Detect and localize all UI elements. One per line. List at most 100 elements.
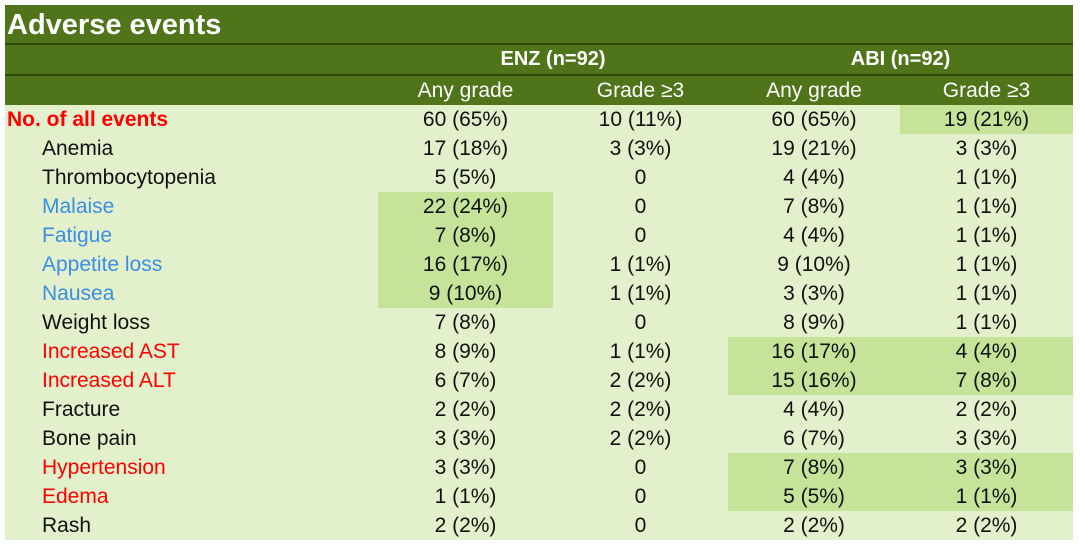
cell-abi-grade3: 4 (4%): [900, 337, 1073, 366]
cell-abi-grade3: 2 (2%): [900, 395, 1073, 424]
cell-abi-grade3: 1 (1%): [900, 250, 1073, 279]
cell-abi-any: 4 (4%): [728, 395, 900, 424]
table-row: Fatigue 7 (8%) 0 4 (4%) 1 (1%): [5, 221, 1073, 250]
subheader-abi-any: Any grade: [728, 75, 900, 105]
cell-enz-any: 17 (18%): [378, 134, 553, 163]
subheader-enz-grade3: Grade ≥3: [553, 75, 728, 105]
cell-enz-grade3: 0: [553, 308, 728, 337]
cell-enz-any: 16 (17%): [378, 250, 553, 279]
cell-abi-any: 2 (2%): [728, 511, 900, 540]
table-row: Bone pain 3 (3%) 2 (2%) 6 (7%) 3 (3%): [5, 424, 1073, 453]
empty-header-cell: [5, 45, 378, 76]
cell-abi-any: 9 (10%): [728, 250, 900, 279]
cell-enz-any: 2 (2%): [378, 511, 553, 540]
cell-abi-grade3: 3 (3%): [900, 453, 1073, 482]
group-header-abi: ABI (n=92): [728, 45, 1073, 76]
cell-enz-grade3: 0: [553, 163, 728, 192]
cell-enz-grade3: 1 (1%): [553, 250, 728, 279]
cell-enz-grade3: 2 (2%): [553, 366, 728, 395]
cell-enz-grade3: 1 (1%): [553, 279, 728, 308]
cell-enz-any: 7 (8%): [378, 221, 553, 250]
cell-enz-grade3: 2 (2%): [553, 395, 728, 424]
row-label: Fatigue: [5, 221, 378, 250]
row-label: Increased ALT: [5, 366, 378, 395]
cell-abi-any: 4 (4%): [728, 163, 900, 192]
table-row: Thrombocytopenia 5 (5%) 0 4 (4%) 1 (1%): [5, 163, 1073, 192]
cell-abi-any: 7 (8%): [728, 192, 900, 221]
table-title: Adverse events: [5, 5, 1073, 45]
row-label: Rash: [5, 511, 378, 540]
cell-enz-grade3: 2 (2%): [553, 424, 728, 453]
cell-abi-grade3: 2 (2%): [900, 511, 1073, 540]
cell-abi-any: 8 (9%): [728, 308, 900, 337]
cell-enz-any: 9 (10%): [378, 279, 553, 308]
cell-enz-grade3: 0: [553, 192, 728, 221]
cell-enz-any: 2 (2%): [378, 395, 553, 424]
group-header-row: ENZ (n=92) ABI (n=92): [5, 45, 1073, 76]
table-row: Rash 2 (2%) 0 2 (2%) 2 (2%): [5, 511, 1073, 540]
cell-abi-any: 15 (16%): [728, 366, 900, 395]
cell-enz-grade3: 0: [553, 221, 728, 250]
cell-enz-grade3: 0: [553, 511, 728, 540]
cell-abi-grade3: 1 (1%): [900, 279, 1073, 308]
cell-enz-grade3: 0: [553, 453, 728, 482]
table-row: Nausea 9 (10%) 1 (1%) 3 (3%) 1 (1%): [5, 279, 1073, 308]
row-label: Nausea: [5, 279, 378, 308]
table-row: Weight loss 7 (8%) 0 8 (9%) 1 (1%): [5, 308, 1073, 337]
row-label: Hypertension: [5, 453, 378, 482]
table-row: No. of all events 60 (65%) 10 (11%) 60 (65%…: [5, 105, 1073, 134]
row-label: Increased AST: [5, 337, 378, 366]
cell-abi-grade3: 3 (3%): [900, 424, 1073, 453]
cell-enz-any: 5 (5%): [378, 163, 553, 192]
cell-enz-any: 1 (1%): [378, 482, 553, 511]
cell-abi-any: 3 (3%): [728, 279, 900, 308]
table-row: Malaise 22 (24%) 0 7 (8%) 1 (1%): [5, 192, 1073, 221]
cell-abi-any: 6 (7%): [728, 424, 900, 453]
row-label: Fracture: [5, 395, 378, 424]
group-header-enz: ENZ (n=92): [378, 45, 728, 76]
cell-enz-grade3: 10 (11%): [553, 105, 728, 134]
empty-header-cell: [5, 75, 378, 105]
cell-abi-grade3: 1 (1%): [900, 221, 1073, 250]
adverse-events-table-slide: Adverse events ENZ (n=92) ABI (n=92) Any…: [5, 5, 1073, 540]
row-label: Malaise: [5, 192, 378, 221]
cell-enz-any: 3 (3%): [378, 424, 553, 453]
table-row: Fracture 2 (2%) 2 (2%) 4 (4%) 2 (2%): [5, 395, 1073, 424]
row-label: Weight loss: [5, 308, 378, 337]
subheader-row: Any grade Grade ≥3 Any grade Grade ≥3: [5, 75, 1073, 105]
row-label: Thrombocytopenia: [5, 163, 378, 192]
cell-abi-grade3: 7 (8%): [900, 366, 1073, 395]
adverse-events-table: ENZ (n=92) ABI (n=92) Any grade Grade ≥3…: [5, 45, 1073, 540]
cell-enz-any: 60 (65%): [378, 105, 553, 134]
cell-abi-any: 16 (17%): [728, 337, 900, 366]
subheader-enz-any: Any grade: [378, 75, 553, 105]
cell-abi-grade3: 1 (1%): [900, 163, 1073, 192]
cell-enz-grade3: 3 (3%): [553, 134, 728, 163]
table-row: Hypertension 3 (3%) 0 7 (8%) 3 (3%): [5, 453, 1073, 482]
cell-abi-grade3: 1 (1%): [900, 308, 1073, 337]
cell-abi-grade3: 19 (21%): [900, 105, 1073, 134]
cell-abi-any: 5 (5%): [728, 482, 900, 511]
row-label: Anemia: [5, 134, 378, 163]
table-row: Edema 1 (1%) 0 5 (5%) 1 (1%): [5, 482, 1073, 511]
table-row: Increased ALT 6 (7%) 2 (2%) 15 (16%) 7 (8%): [5, 366, 1073, 395]
cell-enz-any: 8 (9%): [378, 337, 553, 366]
cell-abi-any: 19 (21%): [728, 134, 900, 163]
subheader-abi-grade3: Grade ≥3: [900, 75, 1073, 105]
cell-abi-any: 60 (65%): [728, 105, 900, 134]
row-label: Appetite loss: [5, 250, 378, 279]
cell-enz-grade3: 0: [553, 482, 728, 511]
row-label: Edema: [5, 482, 378, 511]
table-row: Anemia 17 (18%) 3 (3%) 19 (21%) 3 (3%): [5, 134, 1073, 163]
cell-abi-grade3: 1 (1%): [900, 482, 1073, 511]
row-label: Bone pain: [5, 424, 378, 453]
cell-abi-grade3: 3 (3%): [900, 134, 1073, 163]
cell-enz-any: 3 (3%): [378, 453, 553, 482]
cell-abi-any: 4 (4%): [728, 221, 900, 250]
cell-enz-grade3: 1 (1%): [553, 337, 728, 366]
cell-enz-any: 22 (24%): [378, 192, 553, 221]
table-row: Increased AST 8 (9%) 1 (1%) 16 (17%) 4 (4%): [5, 337, 1073, 366]
cell-enz-any: 6 (7%): [378, 366, 553, 395]
cell-abi-any: 7 (8%): [728, 453, 900, 482]
cell-enz-any: 7 (8%): [378, 308, 553, 337]
